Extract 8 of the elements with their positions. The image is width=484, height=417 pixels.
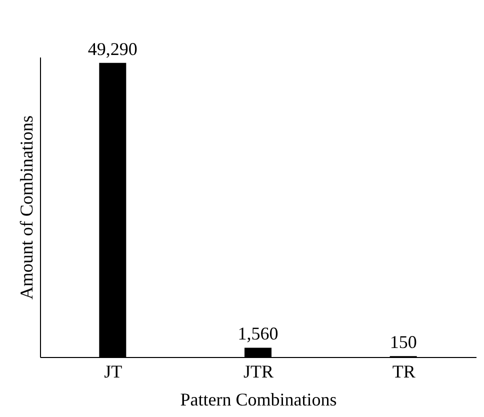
x-tick-label: TR bbox=[392, 362, 416, 382]
x-tick-label: JT bbox=[104, 362, 122, 382]
x-tick-label: JTR bbox=[243, 362, 274, 382]
data-label: 49,290 bbox=[88, 38, 138, 59]
x-axis-title: Pattern Combinations bbox=[180, 390, 337, 410]
y-axis-title: Amount of Combinations bbox=[16, 116, 36, 300]
data-label: 1,560 bbox=[238, 324, 278, 344]
data-label: 150 bbox=[390, 332, 417, 352]
